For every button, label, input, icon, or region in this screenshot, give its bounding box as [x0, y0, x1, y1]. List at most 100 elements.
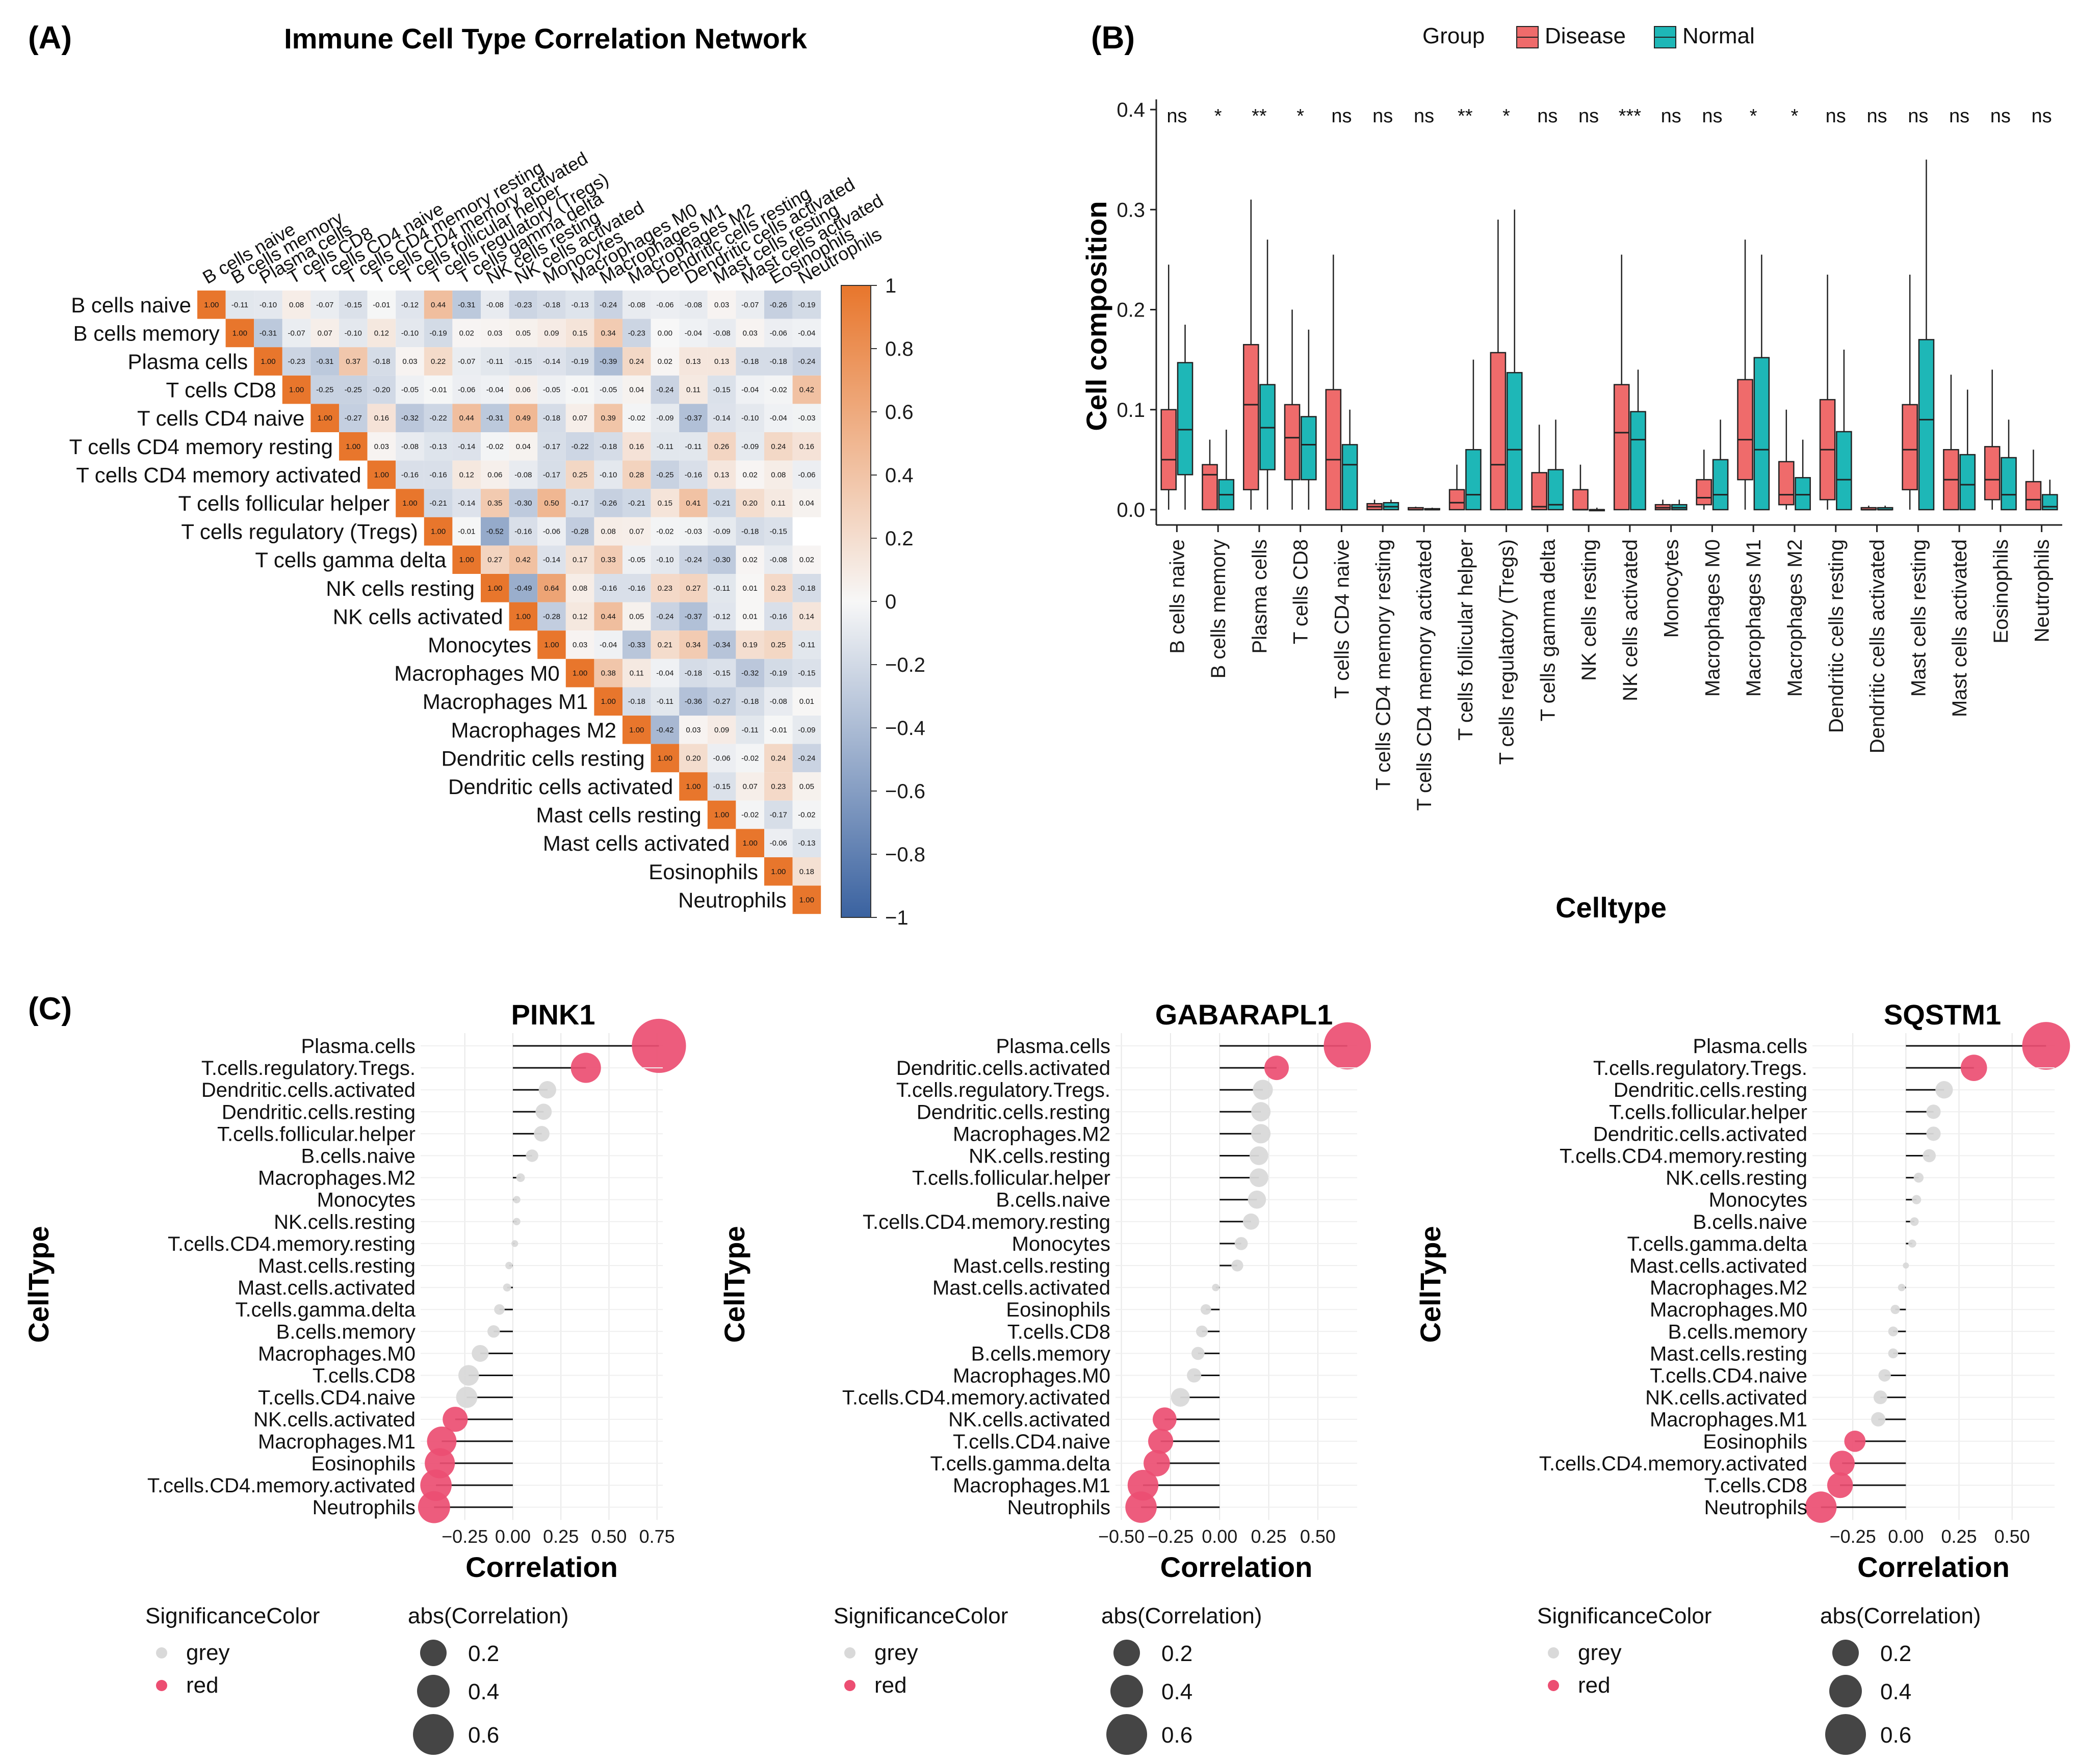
heatmap-cell	[565, 545, 594, 574]
heatmap-cell-value: -0.37	[685, 414, 702, 423]
lollipop-dot	[1908, 1240, 1916, 1248]
box	[1630, 411, 1646, 511]
legend-size-dot	[1829, 1675, 1862, 1707]
heatmap-cell-value: -0.08	[514, 470, 532, 479]
significance-label: ns	[1908, 106, 1928, 127]
heatmap-cell-value: -0.04	[798, 329, 815, 337]
heatmap-cell	[197, 291, 226, 319]
heatmap-cell-value: -0.10	[401, 329, 419, 337]
heatmap-cell	[282, 319, 311, 348]
box	[1531, 472, 1547, 511]
lollipop-dot	[1873, 1390, 1887, 1405]
legend-grey-dot	[1548, 1647, 1559, 1658]
heatmap-cell-value: -0.05	[543, 386, 560, 394]
heatmap-cell-value: -0.15	[713, 669, 730, 678]
box	[1959, 454, 1976, 511]
heatmap-cell-value: -0.01	[429, 386, 447, 394]
box	[1547, 469, 1564, 511]
heatmap-cell-value: -0.07	[458, 357, 475, 366]
heatmap-cell	[679, 630, 708, 659]
lollipop-dot	[526, 1149, 538, 1162]
lollipop-cell-label: Macrophages.M1	[258, 1431, 416, 1453]
heatmap-cell	[707, 772, 736, 801]
lollipop-cell-label: T.cells.CD4.memory.resting	[1560, 1145, 1807, 1168]
heatmap-cell-value: -0.24	[656, 612, 673, 621]
heatmap-cell	[792, 602, 821, 631]
heatmap-cell	[282, 291, 311, 319]
heatmap-cell	[736, 829, 764, 857]
heatmap-cell	[792, 574, 821, 602]
heatmap-cell	[424, 375, 453, 404]
lollipop-cell-label: Monocytes	[1012, 1233, 1110, 1255]
lollipop-x-tick-label: −0.25	[1147, 1526, 1193, 1547]
legend-sig-title: SignificanceColor	[1537, 1603, 1711, 1628]
lollipop-x-tick-label: 0.25	[1941, 1526, 1977, 1547]
heatmap-cell	[537, 630, 566, 659]
heatmap-cell-value: 0.09	[714, 726, 729, 734]
heatmap-cell-value: 0.01	[799, 697, 814, 706]
heatmap-cell-value: -0.13	[798, 839, 815, 848]
boxplot-x-tick-label: B cells naive	[1166, 539, 1188, 654]
heatmap-cell	[792, 716, 821, 744]
heatmap-cell	[792, 772, 821, 801]
lollipop-cell-label: T.cells.CD4.memory.activated	[842, 1387, 1110, 1409]
heatmap-cell-value: -0.10	[260, 301, 277, 309]
legend-size-dot	[413, 1714, 454, 1755]
lollipop-x-tick-label: 0.50	[591, 1526, 627, 1547]
heatmap-cell-value: 1.00	[232, 329, 247, 337]
heatmap-cell	[622, 489, 651, 517]
legend-size-dot	[420, 1640, 447, 1666]
lollipop-dot	[1913, 1172, 1924, 1183]
heatmap-cell	[594, 375, 622, 404]
lollipop-cell-label: Neutrophils	[1704, 1496, 1807, 1519]
heatmap-cell-value: 1.00	[431, 528, 446, 536]
box	[1448, 489, 1465, 511]
heatmap-cell-value: 1.00	[544, 641, 559, 649]
heatmap-row-label: B cells naive	[71, 293, 191, 317]
heatmap-cell	[452, 319, 481, 348]
lollipop-dot	[1805, 1491, 1837, 1523]
lollipop-legend-2: SignificanceColor grey red abs(Correlation)…	[834, 1603, 1262, 1755]
heatmap-cell-value: 0.03	[743, 329, 758, 337]
heatmap-cell	[537, 375, 566, 404]
heatmap-cell-value: -0.08	[713, 329, 730, 337]
heatmap-cell-value: 0.03	[686, 726, 700, 734]
legend-size-label: 0.6	[468, 1723, 499, 1748]
lollipop-x-tick-label: 0.00	[495, 1526, 531, 1547]
box	[1506, 372, 1523, 511]
heatmap-cell	[594, 687, 622, 716]
box	[2025, 481, 2042, 511]
heatmap-cell-value: -0.49	[514, 584, 532, 593]
heatmap-cell	[594, 347, 622, 376]
legend-size-label: 0.4	[468, 1679, 499, 1704]
box	[2001, 457, 2017, 511]
heatmap-cell-value: 0.05	[516, 329, 531, 337]
heatmap-cell-value: -0.05	[600, 386, 617, 394]
heatmap-cell	[396, 460, 424, 489]
panel-a: (A) Immune Cell Type Correlation Network…	[28, 20, 925, 929]
heatmap-cell	[792, 829, 821, 857]
heatmap-cell-value: 0.07	[743, 782, 758, 791]
heatmap-cell-value: -0.25	[345, 386, 362, 394]
heatmap-cell-value: 0.09	[544, 329, 559, 337]
heatmap-cell-value: -0.18	[741, 528, 759, 536]
lollipop-cell-label: T.cells.regulatory.Tregs.	[1593, 1057, 1807, 1080]
heatmap-cell	[707, 347, 736, 376]
lollipop-dot	[511, 1240, 518, 1247]
lollipop-dot	[1242, 1213, 1259, 1230]
lollipop-legend-1: SignificanceColor grey red abs(Correlation)…	[145, 1603, 568, 1755]
heatmap-cell-value: 0.08	[601, 528, 616, 536]
heatmap-cell-value: -0.12	[713, 612, 730, 621]
heatmap-cell	[282, 375, 311, 404]
heatmap-cell	[622, 375, 651, 404]
lollipop-dot	[1144, 1450, 1170, 1477]
lollipop-dot	[487, 1325, 500, 1338]
lollipop-dot	[534, 1126, 550, 1142]
heatmap-cell	[481, 432, 509, 461]
box	[1778, 461, 1795, 506]
legend-size-label: 0.6	[1161, 1723, 1192, 1748]
heatmap-cell	[254, 347, 282, 376]
legend-size-label: 0.4	[1161, 1679, 1192, 1704]
lollipop-dot	[632, 1018, 686, 1073]
